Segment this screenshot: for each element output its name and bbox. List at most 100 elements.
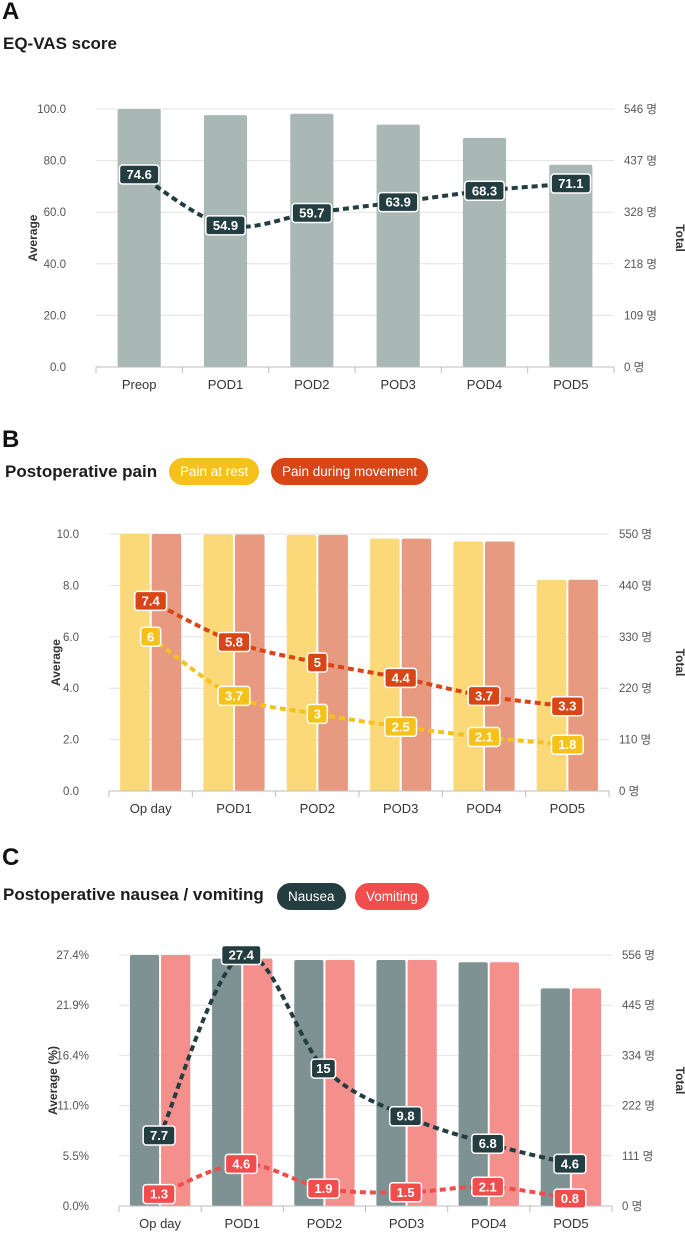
legend-pain-at-rest: Pain at rest	[169, 458, 260, 485]
data-label-text: 7.7	[150, 1128, 168, 1143]
y-tick-label: 80.0	[44, 156, 66, 168]
y2-tick-label: 546 명	[624, 103, 657, 116]
x-tick-label: POD2	[300, 801, 335, 816]
x-tick-label: POD3	[389, 1216, 424, 1231]
y2-tick-label: 328 명	[624, 206, 657, 219]
data-label-text: 4.6	[561, 1156, 579, 1171]
bar	[540, 988, 570, 1206]
y2-axis-title: Total	[673, 649, 685, 677]
legend-vomiting: Vomiting	[355, 883, 429, 910]
data-label: 0.8	[553, 1188, 587, 1209]
y-tick-label: 11.0%	[57, 1101, 89, 1113]
data-label-bg	[471, 1133, 505, 1154]
data-label-bg	[224, 1153, 258, 1175]
x-tick-label: POD4	[467, 377, 502, 392]
bar	[571, 988, 602, 1206]
y-tick-label: 6.0	[63, 632, 79, 644]
bar	[376, 124, 420, 367]
bar	[318, 534, 348, 791]
chart-title-a: EQ-VAS score	[3, 34, 118, 53]
y-tick-label: 60.0	[44, 207, 66, 219]
bar	[161, 955, 191, 1206]
bar	[489, 962, 519, 1206]
data-label-bg	[205, 215, 246, 236]
data-label-text: 63.9	[386, 195, 411, 210]
data-label: 9.8	[388, 1105, 423, 1127]
data-label-text: 3.3	[558, 699, 576, 714]
data-label: 4.6	[553, 1153, 587, 1175]
bar	[401, 538, 432, 791]
data-label: 68.3	[464, 180, 505, 202]
bar	[203, 534, 233, 791]
y2-tick-label: 550 명	[619, 528, 652, 541]
data-label-text: 4.6	[232, 1156, 250, 1171]
data-label: 7.7	[142, 1125, 176, 1146]
data-label-text: 27.4	[229, 948, 255, 963]
data-label: 3.3	[550, 695, 584, 717]
bar	[129, 955, 160, 1206]
data-label-text: 2.1	[479, 1179, 497, 1194]
data-label: 5.8	[217, 631, 251, 653]
y-tick-label: 27.4%	[56, 950, 89, 962]
bar	[370, 538, 400, 791]
y2-tick-label: 218 명	[624, 258, 657, 271]
data-label-text: 2.5	[392, 719, 410, 734]
data-label: 3	[306, 703, 329, 725]
y-tick-label: 5.5%	[63, 1151, 89, 1163]
x-tick-label: Op day	[139, 1216, 181, 1231]
data-label-text: 6.8	[479, 1136, 497, 1151]
data-label: 59.7	[291, 202, 333, 224]
data-label: 6.8	[471, 1133, 505, 1154]
data-label-text: 2.1	[475, 730, 493, 745]
y2-tick-label: 0 명	[624, 361, 644, 374]
data-label-text: 15	[316, 1061, 330, 1076]
data-label-text: 1.5	[397, 1185, 415, 1200]
data-label-bg	[291, 202, 333, 224]
data-label: 3.7	[467, 685, 501, 707]
data-label-text: 1.8	[558, 737, 576, 752]
data-label-text: 0.8	[561, 1191, 579, 1206]
bar	[294, 959, 324, 1206]
data-label: 4.6	[224, 1153, 258, 1175]
bar	[376, 959, 406, 1206]
data-label-text: 59.7	[299, 205, 324, 220]
x-tick-label: POD2	[307, 1216, 342, 1231]
y-axis-title: Average (%)	[46, 1046, 60, 1115]
data-label: 5	[306, 652, 329, 673]
data-label-bg	[134, 590, 168, 612]
data-label: 2.1	[467, 726, 501, 748]
data-label-bg	[142, 1125, 176, 1146]
data-label-bg	[306, 652, 329, 673]
data-label-text: 9.8	[397, 1109, 415, 1124]
y-tick-label: 0.0%	[63, 1201, 89, 1213]
data-label-text: 3.7	[475, 688, 493, 703]
data-label-text: 5.8	[225, 634, 243, 649]
y2-tick-label: 556 명	[622, 949, 655, 962]
data-label: 6	[139, 626, 162, 648]
data-label-text: 6	[147, 629, 154, 644]
data-label-bg	[220, 944, 262, 966]
data-label-text: 7.4	[142, 593, 161, 608]
data-label-bg	[306, 703, 329, 725]
y-tick-label: 21.9%	[56, 1000, 89, 1012]
data-label-bg	[310, 1058, 337, 1079]
data-label-bg	[550, 695, 584, 717]
data-label-bg	[467, 685, 501, 707]
data-label-text: 54.9	[213, 218, 238, 233]
data-label-bg	[384, 667, 418, 689]
chart-title-b: Postoperative pain	[5, 462, 158, 481]
data-label-text: 5	[314, 655, 321, 670]
y-tick-label: 0.0	[50, 362, 66, 374]
x-tick-label: POD3	[380, 377, 415, 392]
y2-tick-label: 222 명	[622, 1100, 655, 1113]
panel-a: A EQ-VAS score 0.0 20.0 40.0 60.0 80.0 100.0 0…	[0, 0, 685, 420]
x-tick-label: POD5	[550, 801, 585, 816]
chart-b-plot: 0.0 2.0 4.0 6.0 8.0 10.0 0 명 110 명 220 명 330 명 440…	[49, 528, 685, 816]
y2-tick-label: 437 명	[624, 155, 657, 168]
data-label-bg	[388, 1105, 423, 1127]
data-label: 54.9	[205, 215, 246, 236]
bar	[203, 115, 248, 367]
data-label-bg	[553, 1153, 587, 1175]
data-label: 4.4	[384, 667, 418, 689]
data-label-bg	[384, 716, 418, 737]
